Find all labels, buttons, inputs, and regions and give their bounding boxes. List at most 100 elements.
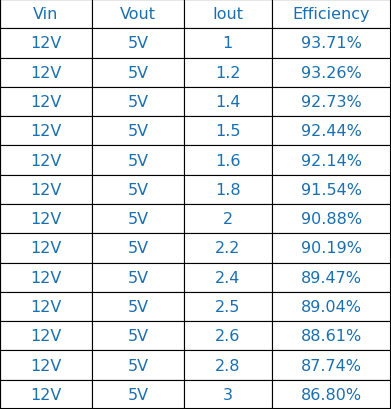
Text: 12V: 12V bbox=[30, 241, 62, 256]
Text: 12V: 12V bbox=[30, 299, 62, 314]
Text: 92.44%: 92.44% bbox=[301, 124, 362, 139]
Bar bbox=[184, 204, 272, 234]
Bar bbox=[272, 88, 391, 117]
Text: 92.14%: 92.14% bbox=[301, 153, 362, 168]
Text: 5V: 5V bbox=[127, 182, 149, 198]
Bar bbox=[272, 351, 391, 380]
Bar bbox=[0, 146, 92, 175]
Bar bbox=[92, 0, 184, 29]
Text: 12V: 12V bbox=[30, 95, 62, 110]
Bar bbox=[92, 88, 184, 117]
Bar bbox=[272, 234, 391, 263]
Bar bbox=[184, 380, 272, 409]
Bar bbox=[0, 204, 92, 234]
Bar bbox=[92, 58, 184, 88]
Bar bbox=[184, 234, 272, 263]
Text: 5V: 5V bbox=[127, 299, 149, 314]
Text: 12V: 12V bbox=[30, 182, 62, 198]
Text: 89.47%: 89.47% bbox=[301, 270, 362, 285]
Bar bbox=[184, 321, 272, 351]
Bar bbox=[272, 263, 391, 292]
Bar bbox=[272, 204, 391, 234]
Text: 93.26%: 93.26% bbox=[301, 65, 362, 81]
Text: 12V: 12V bbox=[30, 124, 62, 139]
Bar bbox=[272, 380, 391, 409]
Bar bbox=[272, 146, 391, 175]
Bar bbox=[0, 0, 92, 29]
Bar bbox=[184, 88, 272, 117]
Bar bbox=[92, 204, 184, 234]
Bar bbox=[272, 0, 391, 29]
Text: 1: 1 bbox=[222, 36, 233, 51]
Text: 5V: 5V bbox=[127, 65, 149, 81]
Text: Efficiency: Efficiency bbox=[292, 7, 370, 22]
Text: 92.73%: 92.73% bbox=[301, 95, 362, 110]
Text: 12V: 12V bbox=[30, 153, 62, 168]
Text: Iout: Iout bbox=[212, 7, 243, 22]
Bar bbox=[92, 380, 184, 409]
Text: 1.4: 1.4 bbox=[215, 95, 240, 110]
Text: 90.88%: 90.88% bbox=[301, 211, 362, 227]
Text: 86.80%: 86.80% bbox=[301, 387, 362, 402]
Text: 89.04%: 89.04% bbox=[301, 299, 362, 314]
Bar bbox=[0, 263, 92, 292]
Bar bbox=[184, 175, 272, 204]
Bar bbox=[184, 292, 272, 321]
Text: 5V: 5V bbox=[127, 241, 149, 256]
Bar bbox=[272, 321, 391, 351]
Text: 2: 2 bbox=[223, 211, 233, 227]
Text: 12V: 12V bbox=[30, 65, 62, 81]
Text: Vout: Vout bbox=[120, 7, 156, 22]
Bar bbox=[184, 351, 272, 380]
Text: 5V: 5V bbox=[127, 270, 149, 285]
Text: 1.2: 1.2 bbox=[215, 65, 240, 81]
Bar bbox=[92, 292, 184, 321]
Text: 2.4: 2.4 bbox=[215, 270, 240, 285]
Text: 1.8: 1.8 bbox=[215, 182, 240, 198]
Text: 91.54%: 91.54% bbox=[301, 182, 362, 198]
Text: 5V: 5V bbox=[127, 358, 149, 373]
Bar bbox=[272, 29, 391, 58]
Bar bbox=[0, 234, 92, 263]
Text: 87.74%: 87.74% bbox=[301, 358, 362, 373]
Bar bbox=[184, 0, 272, 29]
Text: Vin: Vin bbox=[33, 7, 59, 22]
Text: 5V: 5V bbox=[127, 95, 149, 110]
Bar bbox=[0, 29, 92, 58]
Bar bbox=[184, 117, 272, 146]
Text: 3: 3 bbox=[223, 387, 233, 402]
Text: 12V: 12V bbox=[30, 328, 62, 344]
Text: 93.71%: 93.71% bbox=[301, 36, 362, 51]
Bar bbox=[272, 117, 391, 146]
Text: 88.61%: 88.61% bbox=[301, 328, 362, 344]
Text: 90.19%: 90.19% bbox=[301, 241, 362, 256]
Text: 5V: 5V bbox=[127, 36, 149, 51]
Bar bbox=[272, 292, 391, 321]
Bar bbox=[184, 146, 272, 175]
Text: 12V: 12V bbox=[30, 36, 62, 51]
Text: 2.8: 2.8 bbox=[215, 358, 240, 373]
Bar bbox=[92, 146, 184, 175]
Bar bbox=[184, 29, 272, 58]
Text: 12V: 12V bbox=[30, 387, 62, 402]
Text: 5V: 5V bbox=[127, 328, 149, 344]
Bar bbox=[92, 263, 184, 292]
Bar bbox=[0, 175, 92, 204]
Bar bbox=[0, 88, 92, 117]
Text: 2.5: 2.5 bbox=[215, 299, 240, 314]
Bar bbox=[92, 117, 184, 146]
Text: 5V: 5V bbox=[127, 153, 149, 168]
Bar bbox=[92, 351, 184, 380]
Text: 2.6: 2.6 bbox=[215, 328, 240, 344]
Bar bbox=[272, 175, 391, 204]
Bar bbox=[0, 58, 92, 88]
Text: 5V: 5V bbox=[127, 387, 149, 402]
Text: 12V: 12V bbox=[30, 358, 62, 373]
Text: 12V: 12V bbox=[30, 270, 62, 285]
Bar bbox=[92, 321, 184, 351]
Bar bbox=[92, 234, 184, 263]
Text: 1.5: 1.5 bbox=[215, 124, 240, 139]
Text: 1.6: 1.6 bbox=[215, 153, 240, 168]
Bar bbox=[92, 29, 184, 58]
Bar bbox=[0, 351, 92, 380]
